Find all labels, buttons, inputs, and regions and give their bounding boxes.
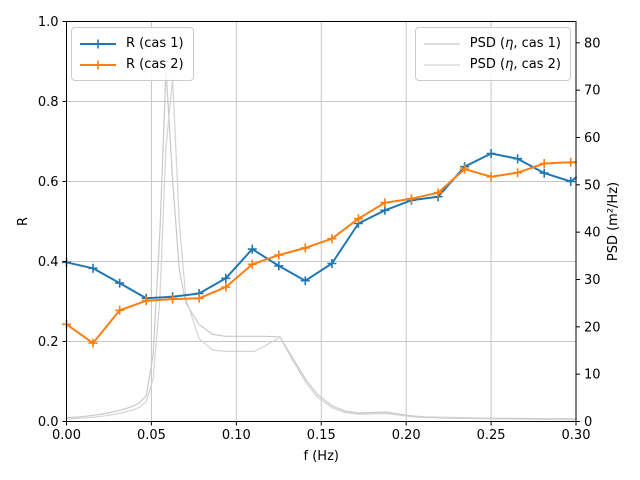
legend-r-curves: R (cas 1) R (cas 2) — [71, 27, 194, 81]
x-tick-label: 0.15 — [307, 428, 336, 443]
y-right-tick-label: 30 — [584, 273, 601, 288]
legend-label: R (cas 1) — [126, 36, 184, 51]
y-axis-label-left: R — [16, 217, 31, 226]
x-tick-label: 0.05 — [137, 428, 166, 443]
y-right-tick-label: 20 — [584, 320, 601, 335]
legend-sample-line — [423, 63, 460, 66]
plus-marker-icon — [93, 39, 103, 48]
y-left-tick-label: 1.0 — [38, 15, 59, 30]
legend-label: PSD (η, cas 1) — [469, 36, 561, 51]
legend-item: PSD (η, cas 2) — [423, 54, 561, 75]
y-left-tick-label: 0.0 — [38, 415, 59, 430]
y-right-tick-label: 60 — [584, 131, 601, 146]
legend-label: R (cas 2) — [126, 57, 184, 72]
legend-item: R (cas 2) — [79, 54, 184, 75]
y-right-tick-label: 70 — [584, 84, 601, 99]
y-right-tick-label: 50 — [584, 178, 601, 193]
y-axis-label-right: PSD (m²/Hz) — [606, 182, 621, 261]
series-line-3 — [65, 68, 577, 420]
y-left-tick-label: 0.4 — [38, 255, 59, 270]
legend-sample-line — [80, 39, 116, 48]
legend-label: PSD (η, cas 2) — [469, 57, 561, 72]
x-tick-label: 0.25 — [477, 428, 506, 443]
legend-item: PSD (η, cas 1) — [423, 33, 561, 54]
y-right-tick-label: 0 — [584, 415, 592, 430]
x-axis-label: f (Hz) — [304, 449, 339, 464]
x-tick-label: 0.20 — [392, 428, 421, 443]
legend-sample-line — [423, 42, 460, 45]
legend-psd-curves: PSD (η, cas 1) PSD (η, cas 2) — [414, 27, 571, 81]
series-line-4 — [65, 78, 577, 421]
y-left-tick-label: 0.8 — [38, 95, 59, 110]
y-right-tick-label: 80 — [584, 36, 601, 51]
legend-item: R (cas 1) — [79, 33, 184, 54]
y-right-tick-label: 10 — [584, 368, 601, 383]
x-tick-label: 0.00 — [52, 428, 81, 443]
plus-marker-icon — [93, 60, 103, 69]
y-left-tick-label: 0.6 — [38, 175, 59, 190]
y-right-tick-label: 40 — [584, 226, 601, 241]
legend-sample-line — [80, 60, 116, 69]
x-tick-label: 0.30 — [562, 428, 591, 443]
x-tick-label: 0.10 — [222, 428, 251, 443]
y-left-tick-label: 0.2 — [38, 335, 59, 350]
